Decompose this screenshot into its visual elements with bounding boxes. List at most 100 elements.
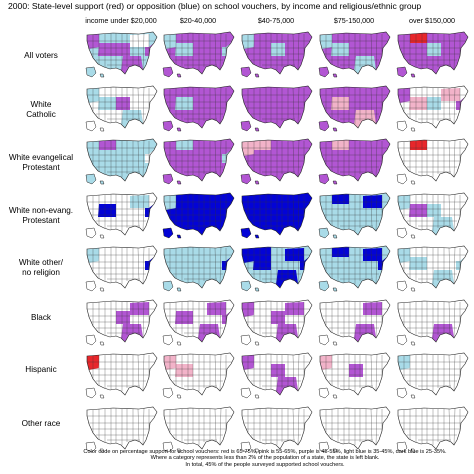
state-region <box>130 355 149 368</box>
state-region <box>175 364 193 377</box>
us-map <box>162 31 235 78</box>
us-outline <box>319 299 391 342</box>
state-border <box>137 301 140 335</box>
us-outline <box>241 85 313 128</box>
state-border <box>142 139 145 178</box>
us-outline <box>86 85 158 128</box>
state-region <box>145 417 154 431</box>
hawaii-inset <box>176 73 182 78</box>
state-border <box>448 140 451 175</box>
state-region <box>99 193 116 204</box>
state-region <box>253 203 271 217</box>
state-map <box>160 404 236 455</box>
column-header-income-over-150k: over $150,000 <box>409 16 455 25</box>
alaska-inset <box>240 66 252 78</box>
state-region <box>254 300 271 311</box>
state-border <box>214 87 217 121</box>
state-region <box>363 355 382 368</box>
state-region <box>130 34 149 47</box>
state-region <box>116 43 130 56</box>
state-region <box>222 364 231 377</box>
state-map <box>316 83 392 134</box>
state-region <box>253 310 271 324</box>
alaska-inset <box>318 173 330 185</box>
hawaii-inset <box>254 341 260 345</box>
state-region <box>253 257 271 270</box>
state-map <box>238 29 314 80</box>
hawaii-inset <box>99 127 105 131</box>
state-region <box>331 417 349 431</box>
state-border <box>219 300 222 338</box>
state-region <box>332 300 349 311</box>
hawaii-inset <box>410 234 416 238</box>
state-region <box>300 310 309 324</box>
blank-state-note: Where a category represents less than 2%… <box>150 455 380 462</box>
row-label: Other race <box>21 419 61 428</box>
state-border <box>214 301 217 335</box>
hawaii-inset <box>410 287 416 292</box>
alaska-inset <box>85 280 97 292</box>
state-region <box>130 141 149 154</box>
state-border <box>292 301 295 335</box>
us-map <box>240 299 313 345</box>
us-outline <box>86 31 158 75</box>
state-region <box>409 203 427 217</box>
state-map <box>238 83 314 134</box>
hawaii-inset <box>332 127 338 131</box>
row-label: Hispanic <box>25 365 57 374</box>
state-border <box>214 247 217 282</box>
state-border <box>448 408 451 442</box>
state-region <box>98 150 116 163</box>
us-outline <box>241 245 313 289</box>
state-border <box>297 246 300 285</box>
state-region <box>207 194 226 208</box>
state-border <box>370 87 373 121</box>
state-region <box>176 354 193 364</box>
alaska-inset <box>396 334 408 345</box>
state-region <box>410 354 427 364</box>
alaska-inset <box>318 334 330 345</box>
hawaii-inset <box>332 448 338 452</box>
state-region <box>176 193 193 204</box>
state-region <box>331 310 349 324</box>
state-region <box>410 300 427 311</box>
state-region <box>410 247 427 257</box>
state-region <box>254 193 271 204</box>
state-region <box>98 257 116 270</box>
state-region <box>193 43 207 56</box>
us-outline <box>163 299 235 342</box>
state-region <box>349 417 363 431</box>
state-border <box>292 194 295 228</box>
hawaii-inset <box>99 394 105 399</box>
us-outline <box>319 352 391 396</box>
alaska-inset <box>85 120 97 131</box>
state-region <box>193 150 207 163</box>
us-outline <box>163 138 235 182</box>
state-map <box>160 29 236 80</box>
state-region <box>441 408 460 422</box>
alaska-inset <box>240 441 252 452</box>
alaska-inset <box>240 120 252 131</box>
state-region <box>349 364 363 377</box>
us-outline <box>163 192 235 235</box>
us-outline <box>241 192 313 235</box>
state-region <box>99 140 116 150</box>
state-region <box>98 43 116 56</box>
state-region <box>116 310 130 324</box>
hawaii-inset <box>176 341 182 345</box>
us-map <box>85 85 158 131</box>
hawaii-inset <box>410 180 416 185</box>
state-border <box>214 194 217 228</box>
state-map <box>83 243 159 294</box>
state-region <box>441 87 460 101</box>
hawaii-inset <box>99 448 105 452</box>
state-border <box>448 33 451 68</box>
state-region <box>116 417 130 431</box>
us-map <box>240 85 313 131</box>
state-map <box>394 243 470 294</box>
state-region <box>254 140 271 150</box>
us-outline <box>163 31 235 75</box>
state-region <box>331 364 349 377</box>
state-region <box>193 417 207 431</box>
us-map <box>85 352 158 399</box>
